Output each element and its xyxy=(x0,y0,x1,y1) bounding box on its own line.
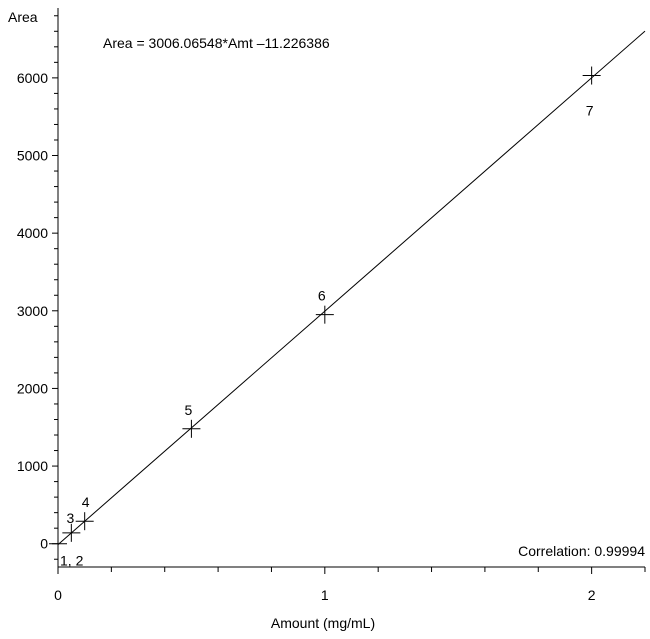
data-point-4: 5 xyxy=(182,402,201,438)
point-label: 1, 2 xyxy=(60,553,84,569)
data-point-1: 1, 2 xyxy=(49,534,84,569)
data-point-2: 3 xyxy=(62,510,81,542)
data-points: 1, 2 34 5 6 7 xyxy=(49,66,601,569)
y-tick-label: 1000 xyxy=(17,458,48,474)
axes xyxy=(57,8,645,568)
y-tick-label: 3000 xyxy=(17,303,48,319)
point-label: 5 xyxy=(185,402,193,418)
x-tick-label: 0 xyxy=(54,587,62,603)
x-axis-label: Amount (mg/mL) xyxy=(271,615,375,631)
regression-equation: Area = 3006.06548*Amt –11.226386 xyxy=(103,35,330,51)
data-point-3: 4 xyxy=(75,494,94,531)
y-tick-label: 0 xyxy=(40,536,48,552)
y-tick-label: 2000 xyxy=(17,380,48,396)
data-point-5: 6 xyxy=(315,288,334,324)
point-label: 4 xyxy=(82,494,90,510)
point-label: 6 xyxy=(318,288,326,304)
correlation-label: Correlation: 0.99994 xyxy=(518,543,645,559)
y-tick-label: 5000 xyxy=(17,148,48,164)
x-tick-label: 2 xyxy=(588,587,596,603)
y-tick-label: 6000 xyxy=(17,70,48,86)
y-tick-label: 4000 xyxy=(17,225,48,241)
ticks: 0 1000 2000 3000 4000 5000 6000 0 1 2 xyxy=(17,15,646,603)
y-axis-label: Area xyxy=(8,9,38,25)
point-label: 7 xyxy=(586,103,594,119)
x-tick-label: 1 xyxy=(321,587,329,603)
fit-line-group xyxy=(57,30,646,545)
regression-line xyxy=(57,30,646,545)
point-label: 3 xyxy=(66,510,74,526)
data-point-6: 7 xyxy=(582,66,601,119)
